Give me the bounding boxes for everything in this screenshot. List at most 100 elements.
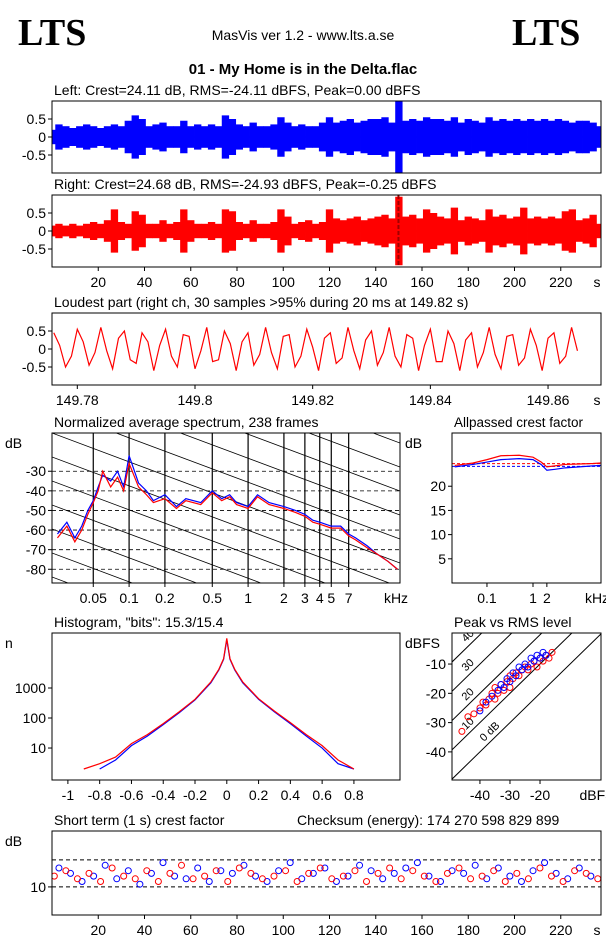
point (536, 654, 544, 662)
x-tick-label: 180 (457, 922, 481, 938)
y-tick-label: -30 (426, 715, 446, 731)
point (120, 872, 128, 880)
x-tick-label: 149.86 (527, 392, 570, 408)
x-tick-label: -0.2 (183, 787, 207, 803)
point (517, 878, 525, 886)
point (275, 867, 283, 875)
point (309, 869, 317, 877)
point (494, 689, 502, 697)
y-tick-label: 0.5 (27, 111, 47, 127)
point (205, 878, 213, 886)
point (316, 864, 324, 872)
level-line (452, 633, 513, 692)
x-tick-label: 200 (503, 274, 527, 290)
checksum: Checksum (energy): 174 270 598 829 899 (297, 812, 559, 828)
point (166, 869, 174, 877)
point (136, 880, 144, 888)
x-tick-label: 40 (137, 274, 153, 290)
y-tick-label: -70 (26, 542, 46, 558)
series-line (56, 461, 398, 570)
point (420, 872, 428, 880)
y-tick-label: -80 (26, 561, 46, 577)
plot-frame (51, 632, 401, 781)
level-line (452, 633, 573, 751)
plot-frame (451, 432, 602, 584)
x-tick-label: 120 (318, 922, 342, 938)
point (131, 875, 139, 883)
series-line (454, 458, 601, 471)
point (282, 867, 290, 875)
slope-line (115, 433, 400, 540)
y-tick-label: -50 (26, 502, 46, 518)
point (258, 875, 266, 883)
point (328, 875, 336, 883)
y-tick-label: -40 (426, 744, 446, 760)
point (270, 872, 278, 880)
y-tick-label: 0.5 (27, 205, 47, 221)
series-line (454, 454, 601, 468)
point (247, 869, 255, 877)
x-tick-label: 2 (543, 590, 551, 606)
x-tick-label: 20 (90, 274, 106, 290)
x-unit: s (594, 922, 601, 938)
point (182, 875, 190, 883)
point (52, 872, 58, 880)
point (524, 875, 532, 883)
x-tick-label: 0.6 (312, 787, 332, 803)
x-tick-label: 149.84 (409, 392, 452, 408)
point (386, 864, 394, 872)
point (506, 872, 514, 880)
x-tick-label: 100 (272, 922, 296, 938)
x-tick-label: 0.1 (119, 590, 139, 606)
point (501, 878, 509, 886)
point (73, 875, 81, 883)
point (488, 692, 496, 700)
panel-title: Right: Crest=24.68 dB, RMS=-24.93 dBFS, … (54, 176, 436, 192)
y-tick-label: 0 (38, 223, 46, 239)
point (432, 878, 440, 886)
x-tick-label: 0.2 (155, 590, 175, 606)
point (482, 701, 490, 709)
point (321, 864, 329, 872)
point (425, 872, 433, 880)
y-tick-label: -30 (26, 463, 46, 479)
point (533, 663, 541, 671)
y-tick-label: 0 (38, 129, 46, 145)
point (506, 678, 514, 686)
x-tick-label: 7 (345, 590, 353, 606)
x-unit: kHz (384, 590, 408, 606)
logo: LTS (18, 12, 86, 54)
point (542, 651, 550, 659)
point (356, 861, 364, 869)
x-tick-label: 149.78 (56, 392, 99, 408)
x-tick-label: 0.8 (344, 787, 364, 803)
x-tick-label: 140 (364, 274, 388, 290)
point (351, 867, 359, 875)
point (467, 875, 475, 883)
plot-area (452, 454, 601, 471)
y-tick-label: 20 (430, 478, 446, 494)
point (443, 869, 451, 877)
y-unit: n (5, 635, 13, 651)
panel-title: Allpassed crest factor (454, 415, 584, 430)
point (571, 867, 579, 875)
point (513, 869, 521, 877)
x-tick-label: 200 (503, 922, 527, 938)
x-unit: dBFS (579, 787, 606, 803)
x-tick-label: -0.4 (151, 787, 175, 803)
x-unit: s (594, 274, 601, 290)
point (194, 864, 202, 872)
y-tick-label: 100 (23, 710, 47, 726)
point (344, 872, 352, 880)
point (101, 861, 109, 869)
plot-frame (51, 100, 602, 174)
point (512, 672, 520, 680)
point (85, 869, 93, 877)
app-title: MasVis ver 1.2 - www.lts.a.se (212, 27, 395, 43)
point (582, 869, 590, 877)
point (500, 683, 508, 691)
x-tick-label: 100 (272, 274, 296, 290)
y-unit: dBFS (405, 635, 440, 651)
x-tick-label: -20 (530, 787, 550, 803)
